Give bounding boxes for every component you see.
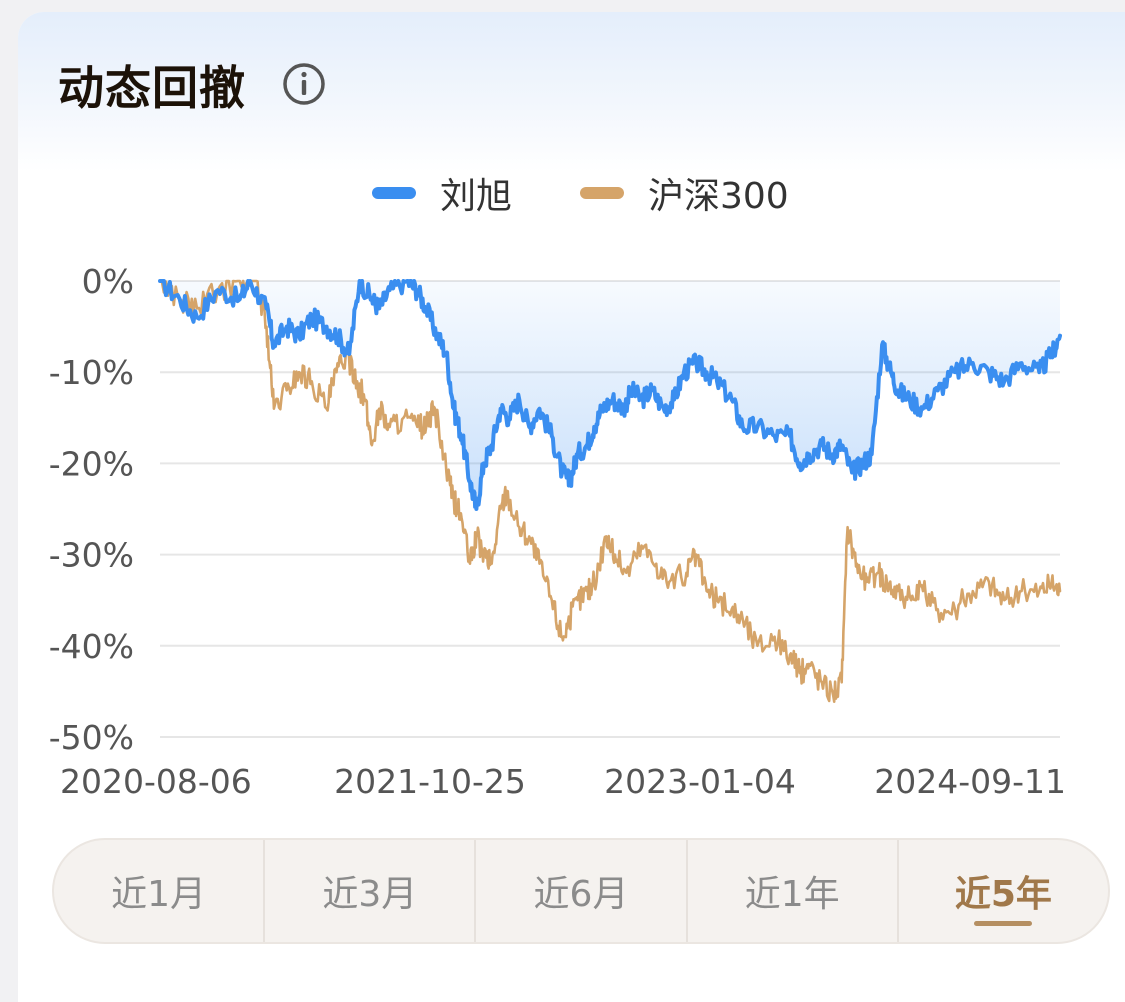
- legend-label-index: 沪深300: [648, 176, 789, 217]
- chart-legend: 刘旭 沪深300: [0, 168, 1125, 218]
- series-line-fund[interactable]: [158, 279, 1062, 511]
- range-tab-bar: 近1月 近3月 近6月 近1年 近5年: [52, 838, 1110, 944]
- drawdown-chart: 0% -10% -20% -30% -40% -50% 2020-08-06 2021-10-…: [49, 262, 1066, 801]
- chart-line-layer: [158, 279, 1062, 703]
- x-tick-label: 2020-08-06: [60, 762, 252, 801]
- legend-item-fund[interactable]: 刘旭: [372, 168, 512, 218]
- y-tick-label: -10%: [49, 353, 134, 392]
- drawdown-card: 动态回撤: [18, 12, 1125, 1002]
- card-header: [18, 12, 1125, 172]
- x-tick-label: 2021-10-25: [334, 762, 526, 801]
- x-tick-label: 2023-01-04: [604, 762, 796, 801]
- legend-item-index[interactable]: 沪深300: [580, 168, 789, 218]
- x-tick-label: 2024-09-11: [874, 762, 1066, 801]
- series-area-fund: [160, 281, 1060, 509]
- range-tab-3m[interactable]: 近3月: [265, 840, 477, 942]
- y-tick-label: -50%: [49, 718, 134, 757]
- y-tick-label: 0%: [82, 262, 134, 301]
- chart-area-layer: [160, 281, 1060, 509]
- y-tick-label: -20%: [49, 444, 134, 483]
- chart-tick-layer: 0% -10% -20% -30% -40% -50% 2020-08-06 2021-10-…: [49, 262, 1066, 801]
- range-tab-1m[interactable]: 近1月: [54, 840, 266, 942]
- range-tab-1y[interactable]: 近1年: [688, 840, 899, 942]
- range-tab-5y[interactable]: 近5年: [899, 840, 1108, 942]
- info-circle-icon[interactable]: [280, 60, 328, 108]
- page-title: 动态回撤: [58, 61, 246, 115]
- range-tab-6m[interactable]: 近6月: [476, 840, 688, 942]
- legend-label-fund: 刘旭: [440, 176, 513, 217]
- legend-swatch-index: [580, 187, 624, 199]
- legend-swatch-fund: [372, 187, 416, 199]
- y-tick-label: -40%: [49, 627, 134, 666]
- y-tick-label: -30%: [49, 536, 134, 575]
- series-line-index[interactable]: [158, 279, 1062, 703]
